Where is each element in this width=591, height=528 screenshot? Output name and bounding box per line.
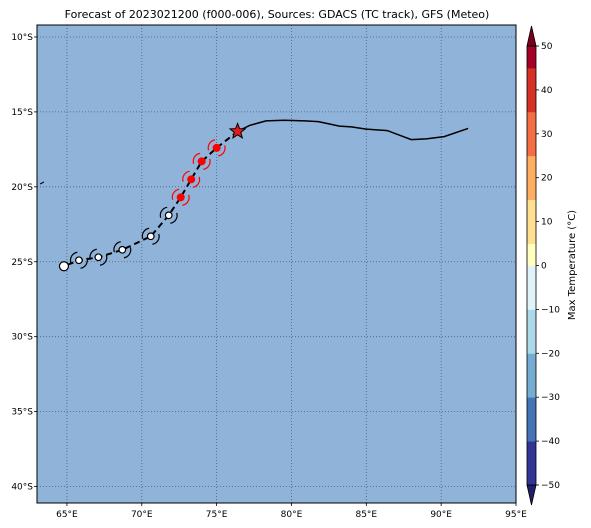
colorbar-bin bbox=[527, 287, 536, 310]
track-point-depression bbox=[75, 256, 83, 265]
colorbar-tick-label: −10 bbox=[541, 305, 560, 315]
cyclone-icon bbox=[159, 206, 178, 224]
track-point-depression bbox=[164, 211, 173, 220]
colorbar-label: Max Temperature (°C) bbox=[567, 210, 578, 320]
longitude-axis: 65°E 70°E 75°E 80°E 85°E 90°E 95°E bbox=[56, 503, 527, 520]
colorbar-bin bbox=[527, 67, 536, 91]
colorbar-tick-label: 30 bbox=[541, 130, 553, 140]
lat-tick-label: 10°S bbox=[11, 33, 33, 43]
colorbar-tick-label: −20 bbox=[541, 349, 560, 359]
colorbar-bin bbox=[527, 375, 536, 398]
colorbar-tick-label: 0 bbox=[541, 262, 547, 272]
lon-tick-label: 70°E bbox=[131, 510, 153, 520]
lat-tick-label: 40°S bbox=[11, 483, 33, 493]
cyclone-icon bbox=[171, 188, 190, 206]
cyclone-icon bbox=[69, 251, 88, 269]
cyclone-icon bbox=[182, 170, 201, 188]
colorbar-bin bbox=[527, 133, 536, 157]
colorbar-bin bbox=[527, 199, 536, 222]
track-point-depression bbox=[118, 245, 127, 254]
ocean-background bbox=[37, 25, 516, 503]
colorbar-bin bbox=[527, 221, 536, 244]
colorbar-tick-label: −40 bbox=[541, 437, 560, 447]
lat-tick-label: 20°S bbox=[11, 183, 33, 193]
lon-tick-label: 65°E bbox=[56, 510, 78, 520]
map-gridlines bbox=[37, 25, 516, 503]
cyclone-arc-lower bbox=[99, 254, 108, 266]
colorbar-under-arrow bbox=[526, 484, 537, 506]
lon-tick-label: 75°E bbox=[206, 510, 228, 520]
lon-tick-label: 85°E bbox=[355, 510, 377, 520]
cyclone-arc-lower bbox=[152, 233, 160, 245]
colorbar-bin bbox=[527, 46, 536, 69]
cyclone-arc-upper bbox=[69, 251, 78, 263]
cyclone-arc-upper bbox=[89, 248, 97, 260]
cyclone-arc-lower bbox=[170, 212, 178, 224]
cyclone-icon bbox=[192, 152, 211, 170]
colorbar-bin bbox=[527, 419, 536, 442]
colorbar-tick-label: −50 bbox=[541, 481, 560, 491]
star-icon bbox=[228, 122, 247, 140]
map-panel: 65°E 70°E 75°E 80°E 85°E 90°E 95°E 10°S 15°S 20°… bbox=[11, 24, 527, 520]
colorbar-bin bbox=[527, 155, 536, 179]
lat-tick-label: 15°S bbox=[11, 108, 33, 118]
cyclone-icon bbox=[207, 139, 226, 157]
colorbar-bin bbox=[527, 89, 536, 113]
colorbar-bin bbox=[527, 309, 536, 332]
cyclone-arc-lower bbox=[80, 257, 88, 269]
track-point-depression bbox=[94, 253, 103, 262]
cyclone-icon bbox=[113, 241, 132, 259]
track-point-cyclone bbox=[176, 193, 185, 202]
colorbar-bin bbox=[527, 265, 536, 288]
cyclone-arc-lower bbox=[192, 176, 201, 188]
colorbar-tick-label: 50 bbox=[541, 42, 553, 52]
cyclone-arc-lower bbox=[218, 145, 226, 157]
latitude-axis: 10°S 15°S 20°S 25°S 30°S 35°S 40°S bbox=[11, 33, 37, 493]
past-track-line bbox=[237, 119, 469, 141]
cyclone-arc-lower bbox=[203, 158, 211, 170]
colorbar-tick-label: −30 bbox=[541, 393, 560, 403]
track-point-cyclone bbox=[187, 175, 196, 184]
lon-tick-label: 90°E bbox=[430, 510, 452, 520]
cyclone-icon bbox=[141, 227, 160, 245]
colorbar-tick-label: 20 bbox=[541, 174, 553, 184]
lat-tick-label: 30°S bbox=[11, 333, 33, 343]
map-frame bbox=[36, 24, 517, 504]
cyclone-arc-lower bbox=[123, 247, 132, 259]
cyclone-arc-upper bbox=[182, 170, 190, 182]
temperature-colorbar: 50 40 30 20 10 0 −10 −20 −30 −40 −50 bbox=[526, 25, 560, 506]
colorbar-bin bbox=[527, 353, 536, 376]
colorbar-tick-label: 10 bbox=[541, 218, 553, 228]
track-point-cyclone bbox=[197, 157, 206, 166]
lat-tick-label: 35°S bbox=[11, 408, 33, 418]
cyclone-arc-upper bbox=[207, 139, 216, 151]
colorbar-bin bbox=[527, 441, 536, 464]
colorbar-bin bbox=[527, 397, 536, 420]
track-point-low bbox=[58, 261, 70, 272]
lon-tick-label: 95°E bbox=[505, 510, 527, 520]
cyclone-icon bbox=[89, 248, 108, 266]
track-point-depression bbox=[146, 232, 155, 241]
lon-tick-label: 80°E bbox=[281, 510, 303, 520]
track-point-cyclone bbox=[212, 143, 221, 152]
cyclone-arc-upper bbox=[159, 206, 168, 218]
colorbar-bin bbox=[527, 111, 536, 135]
colorbar-bin bbox=[527, 331, 536, 354]
cyclone-arc-upper bbox=[192, 152, 201, 164]
cyclone-arc-upper bbox=[113, 241, 121, 253]
cyclone-arc-upper bbox=[171, 188, 180, 200]
lat-tick-label: 25°S bbox=[11, 258, 33, 268]
colorbar-tick-label: 40 bbox=[541, 86, 553, 96]
colorbar-bin bbox=[527, 177, 536, 201]
cyclone-arc-lower bbox=[182, 194, 190, 206]
colorbar-over-arrow bbox=[526, 25, 537, 47]
figure-title: Forecast of 2023021200 (f000-006), Sourc… bbox=[65, 8, 490, 21]
coastline-fragment bbox=[39, 181, 45, 185]
colorbar-bin bbox=[527, 243, 536, 266]
cyclone-arc-upper bbox=[141, 227, 150, 239]
colorbar-bin bbox=[527, 463, 536, 486]
cyclone-track bbox=[58, 119, 469, 272]
